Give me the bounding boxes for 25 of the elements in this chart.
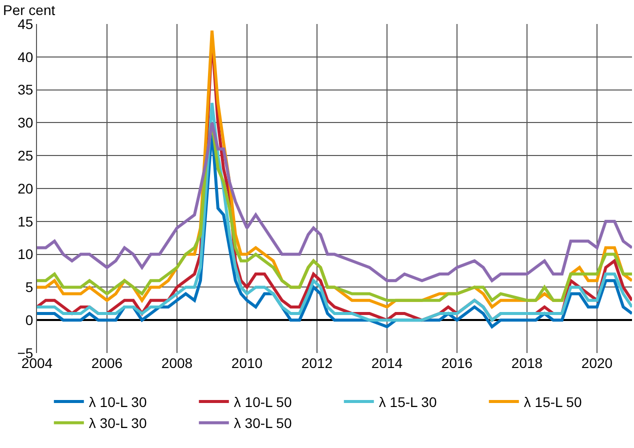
x-tick-label: 2018 (511, 355, 543, 371)
y-tick-label: 20 (18, 180, 34, 196)
x-tick-label: 2014 (371, 355, 403, 371)
y-tick-label: 15 (18, 213, 34, 230)
x-tick-label: 2006 (91, 355, 123, 371)
y-tick-label: 40 (18, 48, 34, 65)
y-tick-label: 35 (18, 82, 34, 98)
y-tick-label: 30 (18, 114, 34, 131)
legend-label: λ 15-L 30 (378, 394, 437, 410)
legend-label: λ 10-L 30 (88, 394, 147, 410)
y-tick-label: 25 (18, 148, 34, 164)
x-tick-label: 2012 (301, 355, 333, 371)
legend-label: λ 10-L 50 (234, 394, 292, 410)
x-tick-label: 2008 (161, 355, 193, 371)
legend-label: λ 15-L 50 (524, 394, 582, 410)
x-tick-label: 2020 (581, 355, 613, 371)
legend-label: λ 30-L 50 (234, 415, 292, 432)
x-tick-label: 2010 (231, 355, 263, 371)
y-tick-label: 45 (18, 16, 34, 32)
y-tick-label: 0 (25, 312, 34, 328)
x-tick-label: 2016 (441, 355, 473, 371)
y-axis-title: Per cent (3, 2, 56, 18)
legend-label: λ 30-L 30 (88, 415, 147, 432)
y-tick-label: 5 (25, 279, 34, 296)
y-tick-label: 10 (18, 246, 34, 262)
